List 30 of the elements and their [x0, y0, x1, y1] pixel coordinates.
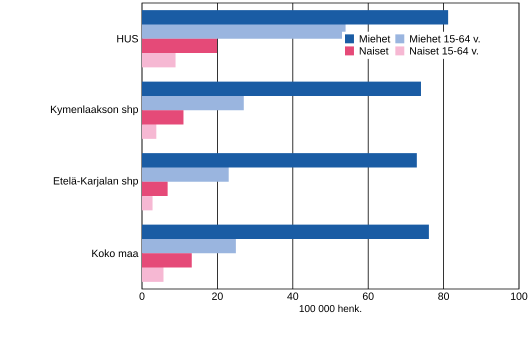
y-tick-label: Etelä-Karjalan shp: [54, 176, 138, 187]
y-tick-label: HUS: [117, 35, 138, 42]
y-tick-label: Kymenlaakson shp: [50, 105, 138, 116]
bar: [142, 224, 429, 239]
bar: [142, 82, 421, 96]
legend-label: Miehet: [360, 34, 390, 42]
bar: [142, 196, 153, 210]
x-tick-label: 20: [212, 292, 223, 300]
legend-label: Miehet 15-64 v.: [410, 34, 480, 42]
bar: [142, 53, 176, 68]
x-tick-label: 60: [362, 292, 374, 300]
bar: [142, 153, 417, 168]
bar: [142, 10, 448, 24]
x-tick-label: 0: [140, 292, 144, 300]
x-tick-label: 80: [438, 292, 450, 300]
x-tick-label: 40: [287, 292, 298, 300]
bar: [142, 253, 192, 268]
bar: [142, 238, 236, 254]
legend-label: Naiset: [360, 46, 389, 55]
bar: [142, 182, 168, 196]
bar: [142, 167, 229, 182]
bar: [142, 268, 164, 282]
legend-label: Naiset 15-64 v.: [410, 46, 478, 55]
bar: [142, 38, 218, 54]
x-axis-title: 100 000 henk.: [300, 304, 362, 312]
x-tick-label: 100: [511, 292, 528, 300]
bar: [142, 110, 184, 125]
bar: [142, 124, 156, 139]
bar: [142, 96, 244, 110]
y-tick-label: Koko maa: [92, 249, 138, 258]
